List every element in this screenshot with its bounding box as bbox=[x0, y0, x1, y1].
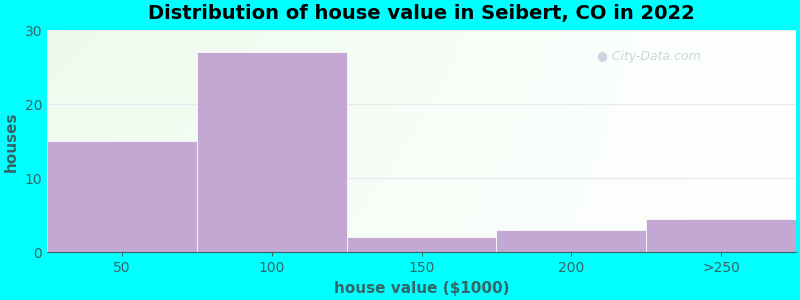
Bar bbox=[496, 230, 646, 252]
Bar bbox=[197, 52, 346, 252]
Bar bbox=[47, 141, 197, 252]
Title: Distribution of house value in Seibert, CO in 2022: Distribution of house value in Seibert, … bbox=[148, 4, 695, 23]
X-axis label: house value ($1000): house value ($1000) bbox=[334, 281, 510, 296]
Y-axis label: houses: houses bbox=[4, 111, 19, 172]
Bar bbox=[646, 219, 796, 252]
Text: ● City-Data.com: ● City-Data.com bbox=[598, 50, 701, 63]
Bar bbox=[346, 238, 496, 252]
